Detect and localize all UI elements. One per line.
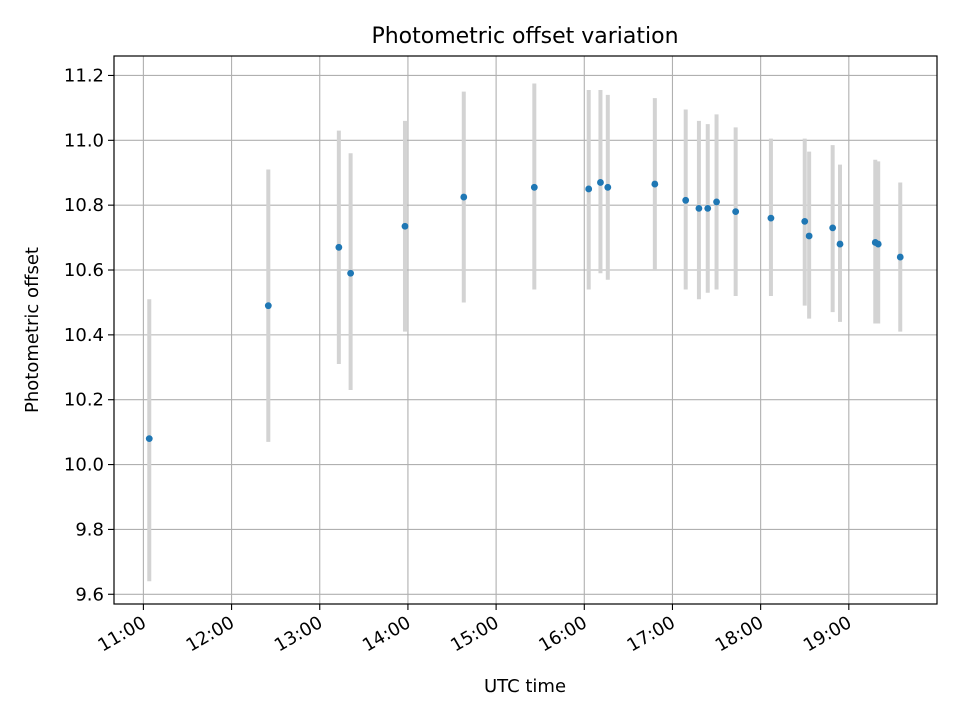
data-point (732, 208, 740, 216)
data-point (805, 232, 813, 240)
data-point (704, 205, 712, 212)
x-axis-label: UTC time (484, 676, 566, 697)
y-tick-label: 9.6 (75, 584, 104, 605)
data-point (585, 185, 593, 193)
y-tick-label: 10.4 (64, 325, 104, 346)
data-point (401, 222, 409, 230)
y-axis-ticks: 9.6 9.8 10.0 10.2 10.4 10.6 10.8 11.0 11.2 (64, 65, 114, 605)
y-axis-label: Photometric offset (22, 247, 43, 413)
data-point (874, 240, 882, 248)
data-point (695, 205, 703, 212)
data-point (264, 302, 272, 310)
data-point (767, 214, 775, 222)
y-tick-label: 11.0 (64, 130, 104, 151)
data-point (651, 180, 659, 188)
data-point (682, 196, 690, 204)
y-tick-label: 10.2 (64, 390, 104, 411)
data-point (530, 183, 538, 191)
data-point (460, 193, 468, 201)
y-tick-label: 10.6 (64, 260, 104, 281)
data-point (604, 183, 612, 191)
y-tick-label: 9.8 (75, 519, 104, 540)
y-tick-label: 10.0 (64, 455, 104, 476)
data-point (801, 217, 809, 225)
data-point (145, 435, 153, 443)
chart-title: Photometric offset variation (371, 24, 678, 49)
data-point (597, 179, 604, 186)
data-point (896, 253, 904, 261)
data-point (829, 224, 837, 232)
data-point (347, 269, 355, 277)
data-point (335, 243, 343, 251)
y-tick-label: 10.8 (64, 195, 104, 216)
y-tick-label: 11.2 (64, 65, 104, 86)
data-points (145, 179, 904, 443)
plot-frame (113, 55, 938, 605)
grid (114, 56, 937, 604)
data-point (713, 198, 720, 206)
data-point (836, 240, 844, 248)
